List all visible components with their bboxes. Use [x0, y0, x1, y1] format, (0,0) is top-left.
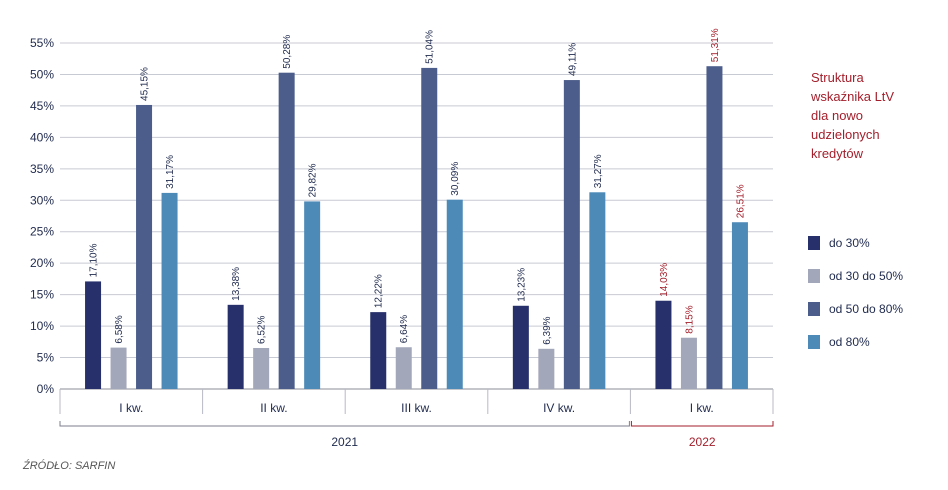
bar — [655, 300, 672, 389]
bar — [706, 66, 723, 390]
legend-swatch — [808, 269, 820, 283]
bar — [110, 347, 127, 389]
y-tick-label: 10% — [30, 319, 54, 333]
category-label: II kw. — [260, 401, 287, 415]
title-line: wskaźnika LtV — [810, 89, 894, 104]
y-tick-label: 25% — [30, 225, 54, 239]
y-tick-label: 40% — [30, 130, 54, 144]
data-label: 13,23% — [516, 268, 527, 302]
y-tick-label: 55% — [30, 36, 54, 50]
data-label: 6,52% — [257, 316, 268, 344]
y-tick-label: 20% — [30, 256, 54, 270]
legend-swatch — [808, 335, 820, 349]
data-label: 12,22% — [374, 274, 385, 308]
legend-label: od 30 do 50% — [829, 269, 903, 283]
year-label: 2021 — [331, 435, 358, 449]
title-line: dla nowo — [811, 108, 863, 123]
y-tick-label: 30% — [30, 193, 54, 207]
title-line: udzielonych — [811, 127, 880, 142]
bar — [227, 304, 244, 389]
bar — [278, 72, 295, 390]
y-tick-label: 0% — [37, 382, 55, 396]
bar — [253, 347, 270, 389]
data-label: 14,03% — [659, 263, 670, 297]
bar — [421, 67, 438, 390]
bar — [680, 337, 697, 389]
data-label: 51,04% — [425, 30, 436, 64]
bar — [304, 201, 321, 389]
y-tick-label: 50% — [30, 67, 54, 81]
title-line: Struktura — [811, 70, 865, 85]
y-axis: 0% 5% 10% 15% 20% 25% 30% 35% 40% 45% 50% 55% — [30, 36, 54, 396]
bar — [446, 199, 463, 389]
y-tick-label: 35% — [30, 162, 54, 176]
data-label: 30,09% — [450, 162, 461, 196]
bars: 17,10% 6,58% 45,15% 31,17% 13,38% 6,52% 50,28%… — [85, 28, 748, 390]
data-label: 50,28% — [282, 35, 293, 69]
category-label: I kw. — [690, 401, 714, 415]
data-label: 29,82% — [308, 163, 319, 197]
data-label: 6,64% — [399, 315, 410, 343]
bar — [136, 104, 153, 389]
legend-swatch — [808, 236, 820, 250]
category-label: III kw. — [401, 401, 432, 415]
gridlines — [60, 42, 773, 390]
year-bracket — [59, 421, 630, 427]
bar — [512, 305, 529, 389]
category-label: IV kw. — [543, 401, 575, 415]
bar — [85, 281, 102, 389]
data-label: 31,17% — [165, 155, 176, 189]
legend: do 30% od 30 do 50% od 50 do 80% od 80% — [808, 236, 903, 349]
bar — [395, 347, 412, 389]
legend-label: od 80% — [829, 335, 870, 349]
data-label: 51,31% — [710, 28, 721, 62]
bar — [731, 222, 748, 389]
year-groups: 2021 2022 — [59, 421, 774, 449]
bar — [563, 80, 580, 389]
bar — [161, 192, 178, 389]
data-label: 45,15% — [140, 67, 151, 101]
title-line: kredytów — [811, 146, 864, 161]
year-label: 2022 — [689, 435, 716, 449]
legend-label: od 50 do 80% — [829, 302, 903, 316]
year-bracket — [630, 421, 774, 427]
source-note: ŹRÓDŁO: SARFIN — [22, 459, 115, 472]
legend-swatch — [808, 302, 820, 316]
x-axis: I kw. II kw. III kw. IV kw. I kw. — [59, 389, 774, 415]
bar — [538, 348, 555, 389]
data-label: 17,10% — [89, 243, 100, 277]
y-tick-label: 5% — [37, 351, 55, 365]
data-label: 49,11% — [567, 43, 578, 76]
chart-title: Struktura wskaźnika LtV dla nowo udzielonyc… — [810, 70, 894, 161]
data-label: 8,15% — [684, 305, 695, 333]
bar — [370, 312, 387, 389]
data-label: 6,58% — [114, 315, 125, 343]
data-label: 13,38% — [231, 267, 242, 301]
legend-label: do 30% — [829, 236, 870, 250]
bar — [589, 192, 606, 389]
y-tick-label: 45% — [30, 99, 54, 113]
data-label: 6,39% — [542, 316, 553, 344]
data-label: 31,27% — [593, 154, 604, 188]
y-tick-label: 15% — [30, 288, 54, 302]
category-label: I kw. — [119, 401, 143, 415]
data-label: 26,51% — [735, 184, 746, 218]
